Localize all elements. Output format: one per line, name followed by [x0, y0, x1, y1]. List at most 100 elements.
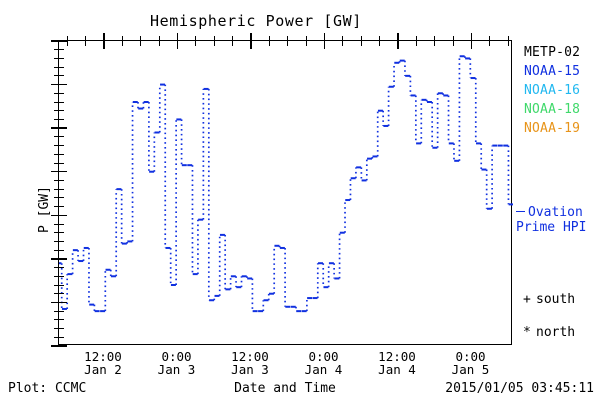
x-tick [379, 36, 381, 41]
x-tick [85, 41, 87, 46]
y-axis-title: P [GW] [37, 186, 52, 233]
x-tick-time: 0:00 [308, 349, 339, 364]
x-tick [121, 41, 123, 46]
x-tick [397, 33, 399, 41]
y-tick [59, 179, 64, 181]
y-tick [59, 249, 64, 251]
x-tick [379, 41, 381, 46]
ovation-line-swatch [516, 211, 525, 212]
y-tick [54, 328, 59, 330]
x-tick [287, 41, 289, 46]
y-tick [59, 336, 64, 338]
y-tick [54, 153, 59, 155]
y-tick [59, 328, 64, 330]
y-tick [59, 162, 64, 164]
x-tick-date: Jan 4 [378, 362, 416, 377]
x-tick-time: 12:00 [84, 349, 122, 364]
y-tick [59, 145, 64, 147]
y-tick [51, 127, 59, 129]
legend-item-noaa-16: NOAA-16 [524, 83, 581, 98]
y-tick [59, 214, 67, 217]
y-tick [54, 249, 59, 251]
y-tick [54, 66, 59, 68]
y-tick [59, 170, 67, 173]
x-tick [140, 41, 142, 46]
y-tick [59, 206, 64, 208]
x-tick-time: 12:00 [378, 349, 416, 364]
plus-icon: + [523, 292, 531, 307]
x-tick [489, 36, 491, 41]
x-tick-date: Jan 4 [304, 362, 343, 377]
x-tick [305, 36, 307, 41]
x-tick [103, 33, 105, 41]
x-tick [342, 36, 344, 41]
x-tick [85, 36, 87, 41]
chart-title: Hemispheric Power [GW] [150, 12, 362, 30]
x-tick [195, 41, 197, 46]
y-tick [59, 75, 64, 77]
y-tick [59, 319, 64, 321]
y-tick [54, 179, 59, 181]
y-tick [54, 293, 59, 295]
x-tick-label: 12:00 Jan 4 [378, 350, 416, 376]
y-tick [54, 118, 59, 120]
y-tick [59, 293, 64, 295]
x-tick [489, 41, 491, 46]
series-ovation-prime-hpi [59, 55, 513, 313]
y-tick [54, 267, 59, 269]
y-tick [59, 49, 64, 51]
legend-item-noaa-18: NOAA-18 [524, 102, 581, 117]
legend-item-metp-02: METP-02 [524, 45, 581, 60]
y-tick [54, 75, 59, 77]
y-tick [59, 83, 67, 86]
x-tick [434, 41, 436, 46]
y-tick [59, 197, 64, 199]
y-tick [59, 345, 67, 347]
y-tick [51, 83, 59, 86]
legend-south-label: south [536, 292, 576, 307]
y-tick [54, 136, 59, 138]
y-tick [51, 301, 59, 304]
x-tick [323, 41, 326, 49]
x-tick [360, 36, 362, 41]
y-tick [54, 101, 59, 103]
x-tick [195, 36, 197, 41]
y-tick [54, 206, 59, 208]
x-tick [507, 41, 509, 46]
x-tick [342, 41, 344, 46]
y-tick [59, 188, 64, 190]
x-tick [415, 36, 417, 41]
y-tick [54, 319, 59, 321]
y-tick [54, 49, 59, 51]
y-tick [59, 136, 64, 138]
x-tick [470, 33, 473, 41]
legend-south: + south [523, 292, 575, 307]
x-tick-label: 0:00 Jan 4 [305, 350, 343, 376]
y-tick [51, 170, 59, 173]
x-tick [158, 41, 160, 46]
y-tick [59, 223, 64, 225]
legend-ovation-label-line1: Ovation [528, 205, 583, 220]
y-tick [51, 345, 59, 347]
x-tick [305, 41, 307, 46]
x-tick [268, 41, 270, 46]
y-tick [54, 188, 59, 190]
legend-north-label: north [536, 325, 576, 340]
x-tick [452, 41, 454, 46]
x-tick [415, 41, 417, 46]
x-tick [66, 41, 68, 46]
x-tick [121, 36, 123, 41]
asterisk-icon: * [523, 325, 531, 340]
y-tick [54, 275, 59, 277]
y-tick [59, 240, 64, 242]
y-tick [51, 258, 59, 260]
y-tick [54, 310, 59, 312]
x-tick [250, 41, 252, 49]
x-tick [213, 36, 215, 41]
y-tick [59, 127, 67, 129]
x-tick-label: 0:00 Jan 3 [158, 350, 196, 376]
y-tick [59, 275, 64, 277]
y-tick [59, 57, 64, 59]
y-tick [51, 40, 59, 42]
